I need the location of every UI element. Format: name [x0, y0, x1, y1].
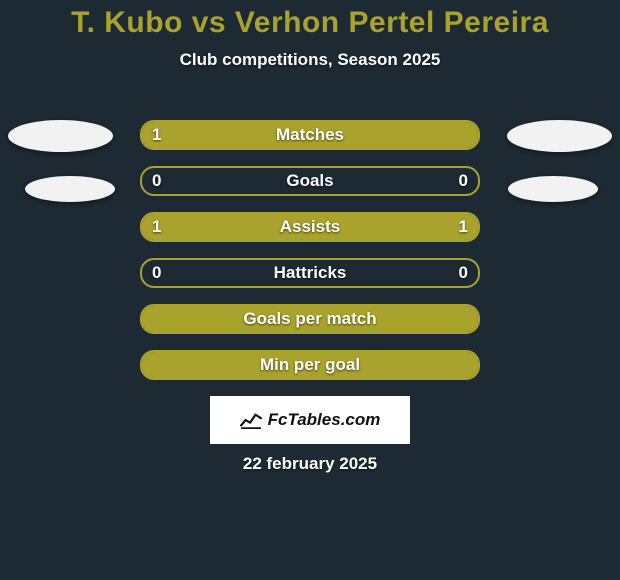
value-right: 1 — [459, 212, 468, 242]
bar-track — [140, 120, 480, 150]
value-left: 0 — [152, 166, 161, 196]
bar-track — [140, 212, 480, 242]
value-left: 1 — [152, 212, 161, 242]
stat-row: Goals per match — [0, 304, 620, 334]
value-left: 1 — [152, 120, 161, 150]
bar-fill-left — [142, 352, 478, 378]
bar-track — [140, 304, 480, 334]
value-right: 0 — [459, 166, 468, 196]
bar-fill-right — [310, 214, 478, 240]
value-right: 0 — [459, 258, 468, 288]
logo-icon — [240, 411, 262, 429]
stat-row: Matches1 — [0, 120, 620, 150]
page-title: T. Kubo vs Verhon Pertel Pereira — [0, 0, 620, 40]
stat-rows: Matches1Goals00Assists11Hattricks00Goals… — [0, 120, 620, 396]
date-label: 22 february 2025 — [0, 454, 620, 474]
bar-track — [140, 350, 480, 380]
page-subtitle: Club competitions, Season 2025 — [0, 50, 620, 70]
stat-row: Min per goal — [0, 350, 620, 380]
bar-track — [140, 258, 480, 288]
logo-box: FcTables.com — [210, 396, 410, 444]
stat-row: Assists11 — [0, 212, 620, 242]
bar-track — [140, 166, 480, 196]
stat-row: Goals00 — [0, 166, 620, 196]
bar-fill-left — [142, 122, 478, 148]
value-left: 0 — [152, 258, 161, 288]
bar-fill-left — [142, 306, 478, 332]
bar-fill-left — [142, 214, 310, 240]
stat-row: Hattricks00 — [0, 258, 620, 288]
comparison-canvas: T. Kubo vs Verhon Pertel Pereira Club co… — [0, 0, 620, 580]
logo-text: FcTables.com — [268, 410, 381, 430]
